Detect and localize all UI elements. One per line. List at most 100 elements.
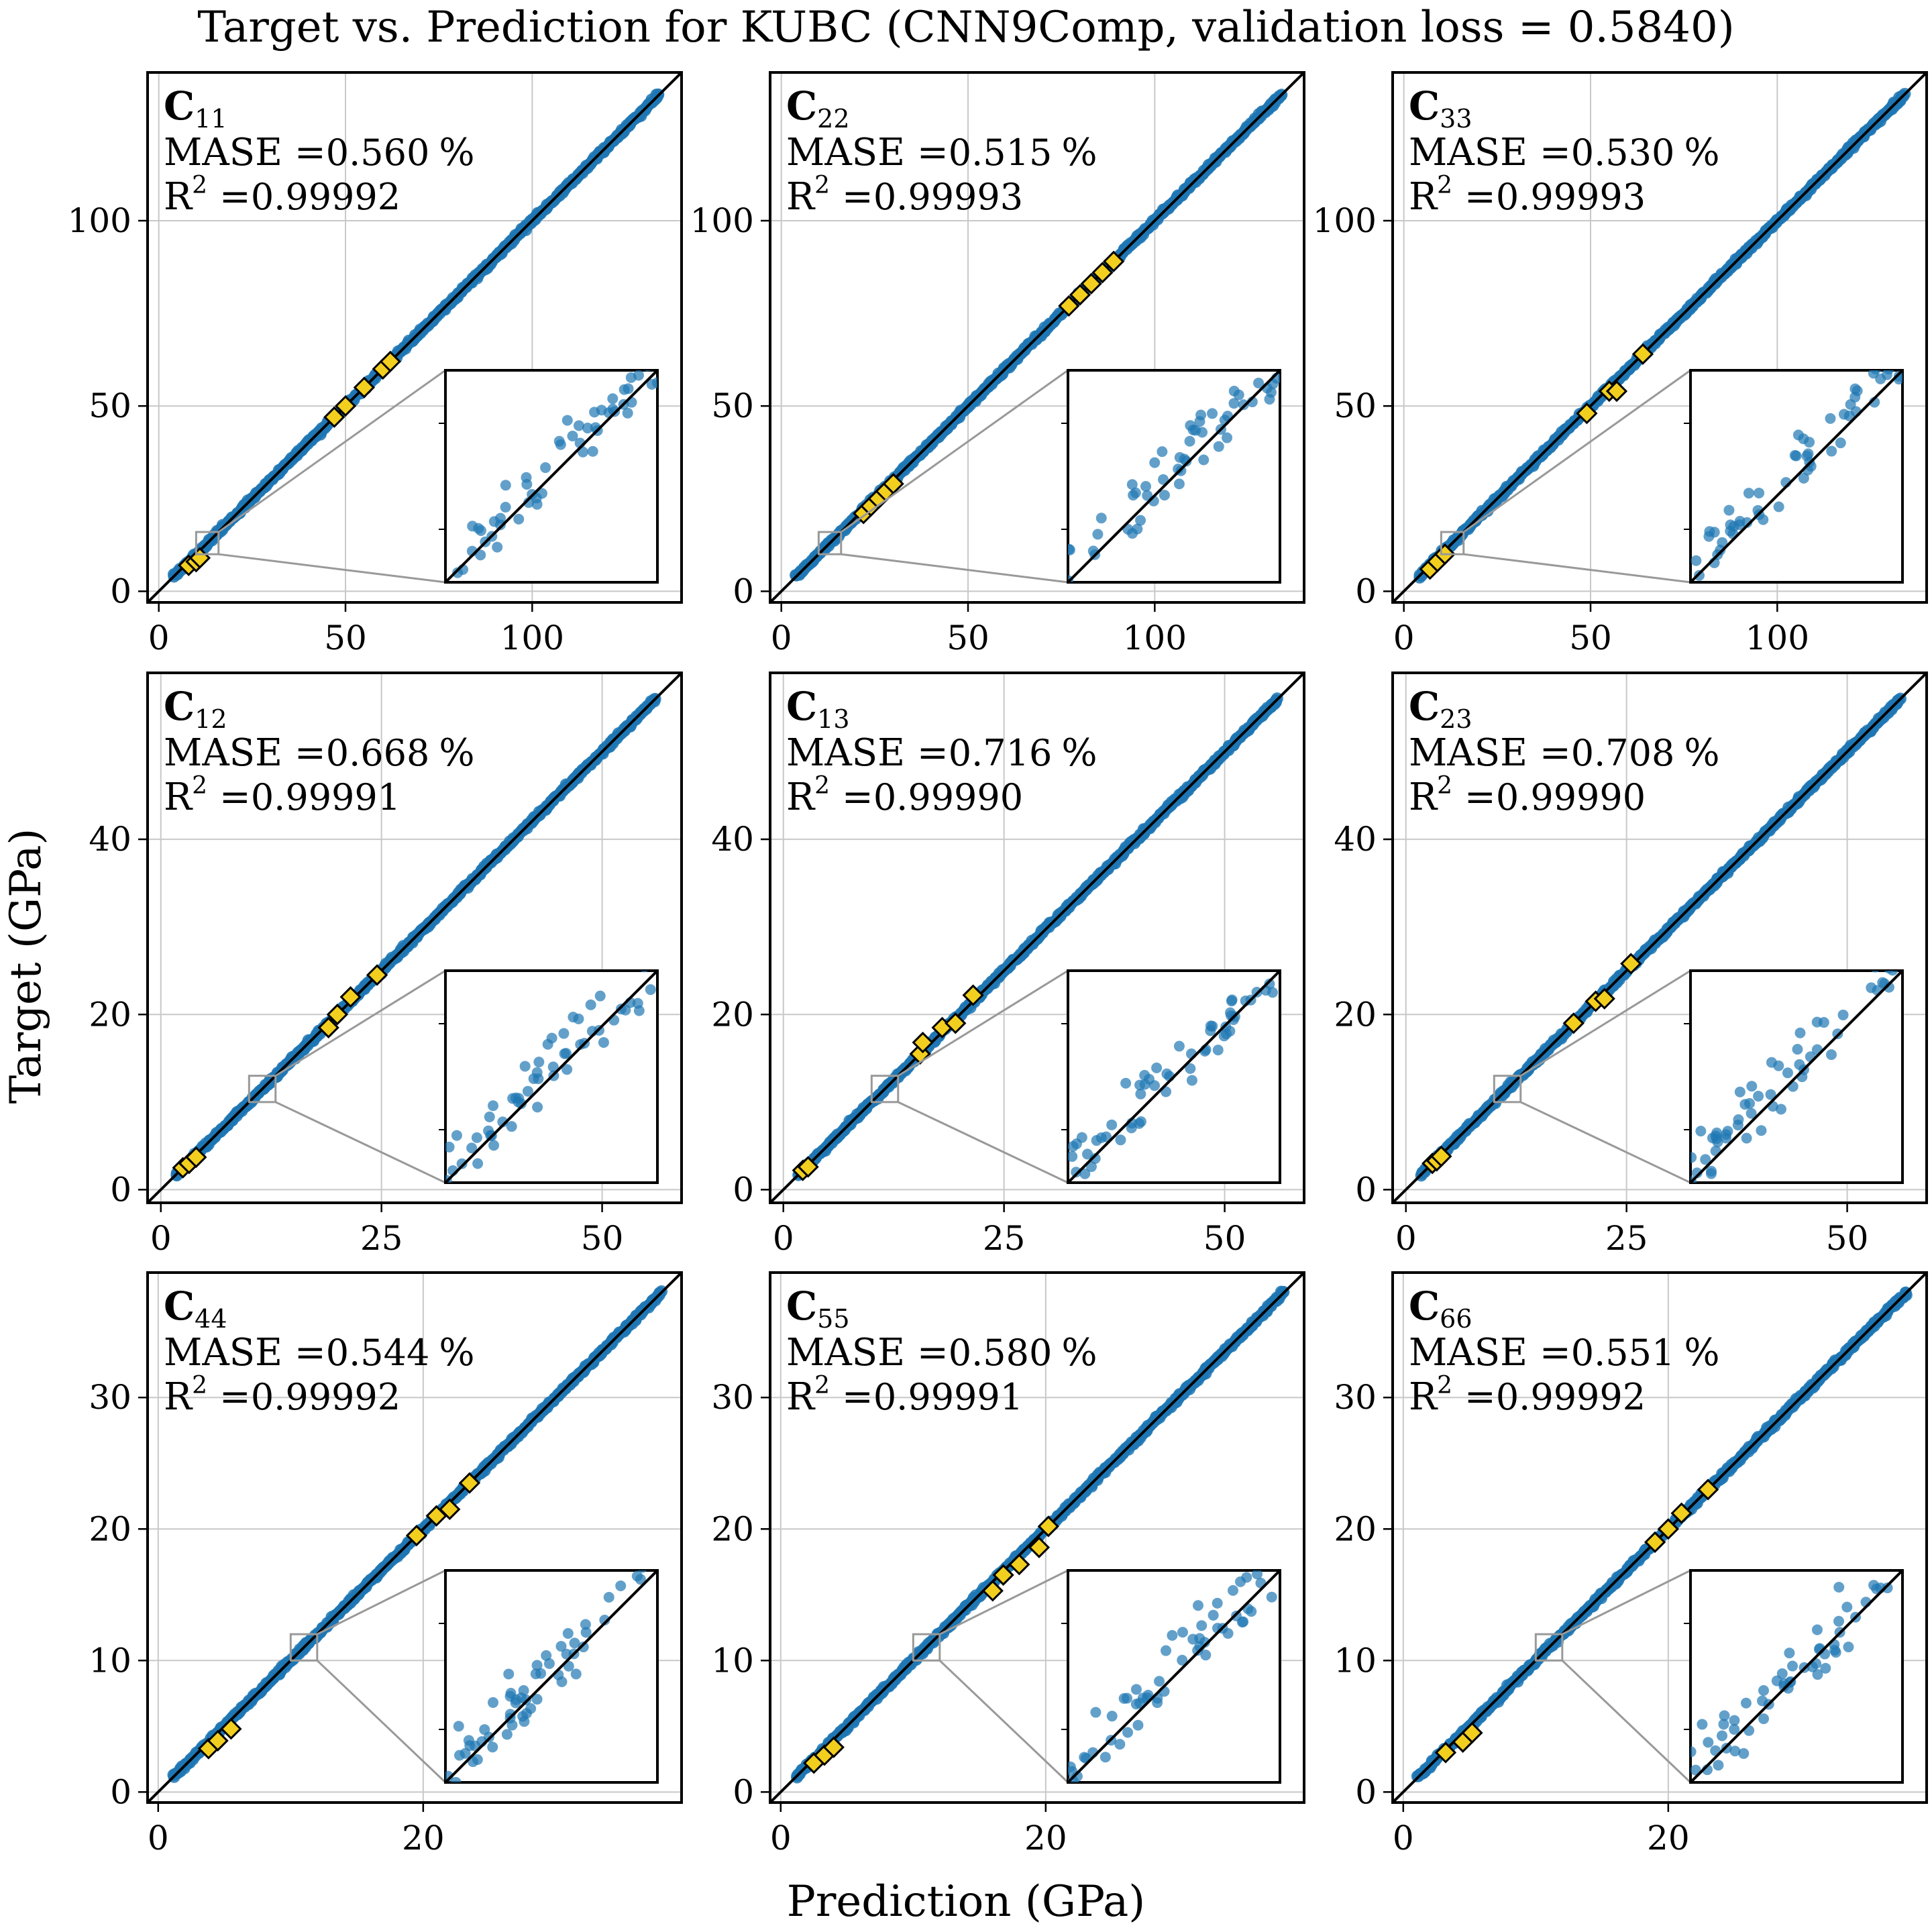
inset-identity-line [1068,971,1280,1183]
mase-annotation: MASE =0.580% [786,1331,1097,1375]
inset-data-point [1140,480,1152,492]
inset-data-point [536,488,547,499]
inset-identity-line [1068,370,1280,582]
inset-data-point [1095,513,1107,524]
inset-data-point [1095,1132,1107,1144]
r2-superscript: 2 [1437,772,1452,800]
inset-data-point [1173,478,1185,490]
mase-unit: % [1684,731,1719,775]
inset-data-point [1132,1719,1144,1731]
zoom-connector [218,553,446,584]
inset-data-point [1184,435,1195,447]
inset-data-point [1135,1088,1146,1099]
y-tick-label: 0 [1355,1170,1377,1209]
r2-annotation: R2 =0.99992 [164,172,400,219]
inset-data-point [1213,441,1224,452]
inset-data-point [594,990,606,1002]
inset-data-point [1228,385,1240,396]
highlight-marker [912,1031,934,1054]
component-symbol: C [164,1283,195,1329]
inset-data-point [1068,1150,1078,1162]
y-tick-label: 0 [733,1170,754,1209]
inset-data-point [1192,1645,1203,1656]
inset-data-point [1818,1017,1829,1028]
identity-line [770,1273,1304,1803]
zoom-connector [275,1101,446,1184]
inset-data-point [522,1085,533,1097]
r2-annotation: R2 =0.99991 [164,772,400,819]
inset-data-point [567,430,578,441]
component-subscript: 33 [1440,104,1472,133]
zoom-connector [317,1569,446,1635]
inset-data-point [1106,1119,1118,1130]
inset-data-point [1139,1069,1150,1081]
zoom-connector [1520,1101,1691,1184]
highlight-marker [317,1016,339,1038]
inset-data-point [1151,1062,1163,1073]
highlight-marker [962,984,984,1006]
inset-data-point [1099,1752,1111,1763]
inset-data-point [1222,432,1233,443]
inset-data-point [1120,1077,1132,1089]
inset-identity-line [445,370,657,582]
inset-data-point [1068,1761,1076,1772]
inset-data-point [599,1614,610,1625]
inset-data-point [1173,464,1184,475]
inset-data-point [635,1574,646,1585]
inset-data-point [561,415,573,426]
inset-data-point [1753,1091,1764,1102]
inset-data-point [1252,1570,1263,1580]
x-tick-label: 50 [581,1219,624,1258]
inset-data-point [1079,1752,1090,1763]
mase-annotation: MASE =0.560% [164,131,475,174]
r2-label: R [1409,175,1438,219]
zoom-inset [439,969,659,1184]
panel-frame [1391,672,1928,1204]
mase-label: MASE = [786,131,949,174]
plot-area [770,1273,1304,1803]
inset-data-point [575,1038,586,1050]
inset-data-point [561,1064,573,1075]
inset-data-point [615,1580,627,1591]
zoom-region [912,1633,941,1662]
highlight-marker [1593,987,1615,1010]
inset-data-point [555,439,566,450]
y-tick-label: 0 [110,1170,131,1209]
inset-identity-line [445,971,657,1183]
inset-data-point [1186,1075,1197,1086]
inset-data-point [638,1570,647,1573]
component-subscript: 13 [817,704,849,734]
identity-line [1393,72,1927,602]
zoom-region [1440,531,1465,555]
mase-label: MASE = [164,131,326,174]
inset-data-point [472,1754,483,1765]
x-tick-label: 50 [324,619,367,657]
inset-data-point [456,1158,468,1169]
inset-data-point [1118,1693,1130,1704]
inset-data-point [1076,1132,1087,1143]
x-tick-label: 100 [500,619,564,657]
inset-data-point [555,1641,567,1652]
r2-annotation: R2 =0.99993 [1409,172,1646,219]
y-tick-label: 40 [711,820,754,859]
component-symbol: C [1409,83,1440,129]
inset-data-point [1825,1049,1837,1061]
zoom-connector [840,369,1069,533]
inset-data-point [633,1005,645,1016]
x-tick-label: 0 [1393,619,1415,657]
mase-annotation: MASE =0.668% [164,731,475,775]
inset-data-point [1134,1118,1145,1129]
highlight-marker [981,1580,1004,1602]
plot-area [148,673,682,1203]
mase-label: MASE = [164,731,326,775]
inset-data-point [589,407,600,418]
inset-data-point [1835,437,1846,449]
inset-data-point [504,1690,516,1702]
highlight-marker [822,1736,845,1758]
r2-label: R [164,1375,193,1419]
r2-equals: = [1452,175,1496,219]
x-tick-label: 20 [402,1819,445,1858]
